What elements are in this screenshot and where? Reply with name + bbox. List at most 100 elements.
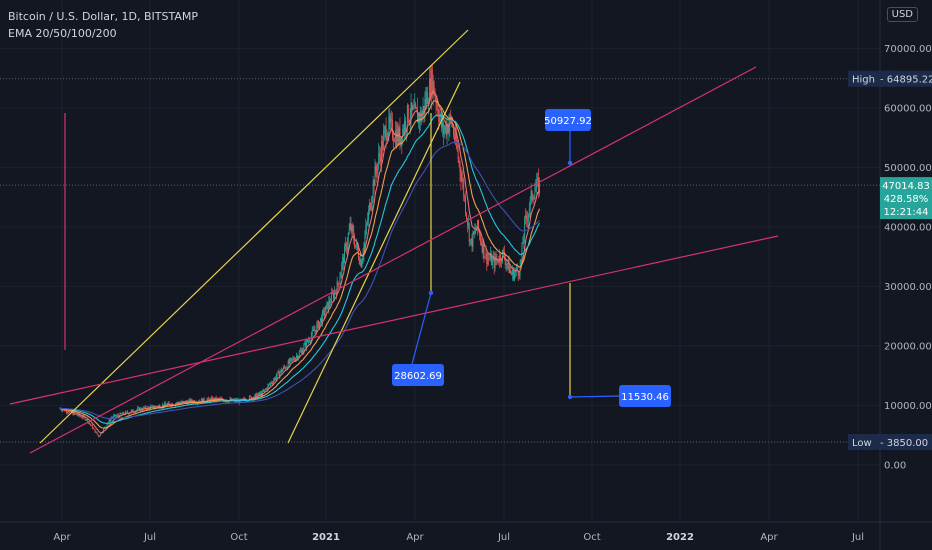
candle-body	[77, 415, 79, 416]
candle-body	[84, 416, 86, 420]
candle-body	[462, 179, 464, 181]
ema-50-line	[59, 100, 541, 429]
candle-body	[196, 402, 198, 404]
candle-body	[429, 78, 431, 98]
candle-body	[317, 320, 319, 325]
candle-body	[485, 252, 487, 258]
candle-body	[535, 188, 537, 192]
candle-body	[512, 269, 514, 275]
candle-body	[465, 196, 466, 214]
candle-body	[468, 223, 470, 242]
candle-body	[443, 129, 445, 134]
candle-body	[284, 366, 285, 368]
callout-11530-anchor	[567, 394, 573, 400]
candle-body	[272, 383, 273, 385]
candle-body	[308, 340, 309, 342]
candle-body	[208, 398, 210, 400]
candle-body	[126, 411, 128, 413]
pink-channel-lower	[9, 235, 779, 405]
candle-body	[379, 153, 381, 156]
candle-body	[358, 258, 360, 264]
candle-body	[75, 413, 77, 415]
candle-body	[82, 415, 84, 418]
candle-body	[382, 133, 384, 150]
candle-body	[73, 412, 75, 415]
candle-body	[349, 223, 351, 230]
candle-body	[353, 231, 355, 241]
candle-body	[346, 244, 348, 251]
candle-body	[118, 415, 120, 417]
candle-body	[295, 358, 297, 361]
candle-body	[297, 356, 299, 359]
time-tick-label: Oct	[230, 532, 247, 543]
candle-body	[337, 281, 339, 284]
candle-body	[466, 218, 468, 225]
candle-body	[254, 394, 256, 398]
candle-body	[393, 140, 395, 142]
candle-body	[372, 180, 374, 198]
candle-body	[534, 191, 536, 199]
yellow-trendline-steep	[39, 29, 469, 444]
candle-body	[296, 355, 297, 359]
candle-body	[388, 116, 390, 134]
candle-body	[126, 411, 127, 413]
candle-body	[308, 340, 310, 342]
candle-body	[342, 257, 344, 264]
time-tick-label: Apr	[406, 532, 424, 543]
candle-body	[320, 318, 321, 322]
candle-body	[401, 136, 403, 143]
candle-body	[286, 367, 288, 369]
candle-body	[395, 131, 397, 146]
candle-body	[323, 310, 325, 316]
candle-body	[350, 223, 352, 232]
candle-body	[65, 410, 66, 412]
candle-body	[528, 208, 530, 215]
price-tick-label: 0.00	[884, 460, 906, 471]
indicator-label[interactable]: EMA 20/50/100/200	[8, 27, 117, 40]
candle-body	[539, 180, 540, 194]
candle-body	[307, 339, 309, 342]
candle-body	[378, 153, 380, 164]
candle-body	[120, 413, 122, 414]
candle-body	[381, 141, 383, 150]
candle-body	[191, 399, 193, 402]
currency-button[interactable]: USD	[886, 7, 918, 22]
candle-body	[299, 351, 301, 353]
candle-body	[497, 259, 499, 263]
candle-body	[97, 433, 99, 436]
candle-body	[175, 403, 177, 405]
candle-body	[348, 229, 350, 235]
candle-body	[145, 406, 147, 409]
candle-body	[131, 409, 133, 411]
current-price-badge	[880, 177, 932, 220]
candle-body	[464, 196, 466, 197]
candle-body	[183, 400, 185, 402]
candle-body	[62, 409, 64, 411]
candle-body	[331, 292, 333, 303]
candle-body	[287, 360, 289, 369]
candle-body	[447, 125, 449, 133]
candle-body	[526, 215, 527, 219]
time-tick-label: 2022	[666, 532, 694, 543]
candle-body	[64, 409, 66, 412]
candle-body	[267, 385, 269, 390]
candle-body	[327, 302, 329, 310]
candle-body	[341, 263, 343, 274]
candle-body	[469, 239, 471, 242]
candle-body	[429, 78, 430, 104]
candle-body	[114, 414, 115, 416]
ema-100-line	[59, 114, 540, 424]
candle-body	[415, 103, 417, 108]
candle-body	[79, 415, 81, 417]
candle-body	[385, 126, 387, 140]
symbol-title[interactable]: Bitcoin / U.S. Dollar, 1D, BITSTAMP	[8, 10, 198, 23]
candle-body	[474, 230, 476, 234]
candle-body	[431, 69, 433, 95]
candle-body	[461, 179, 463, 181]
candle-body	[432, 81, 434, 95]
candle-body	[381, 141, 382, 163]
candle-body	[529, 197, 531, 209]
candle-body	[148, 406, 150, 408]
